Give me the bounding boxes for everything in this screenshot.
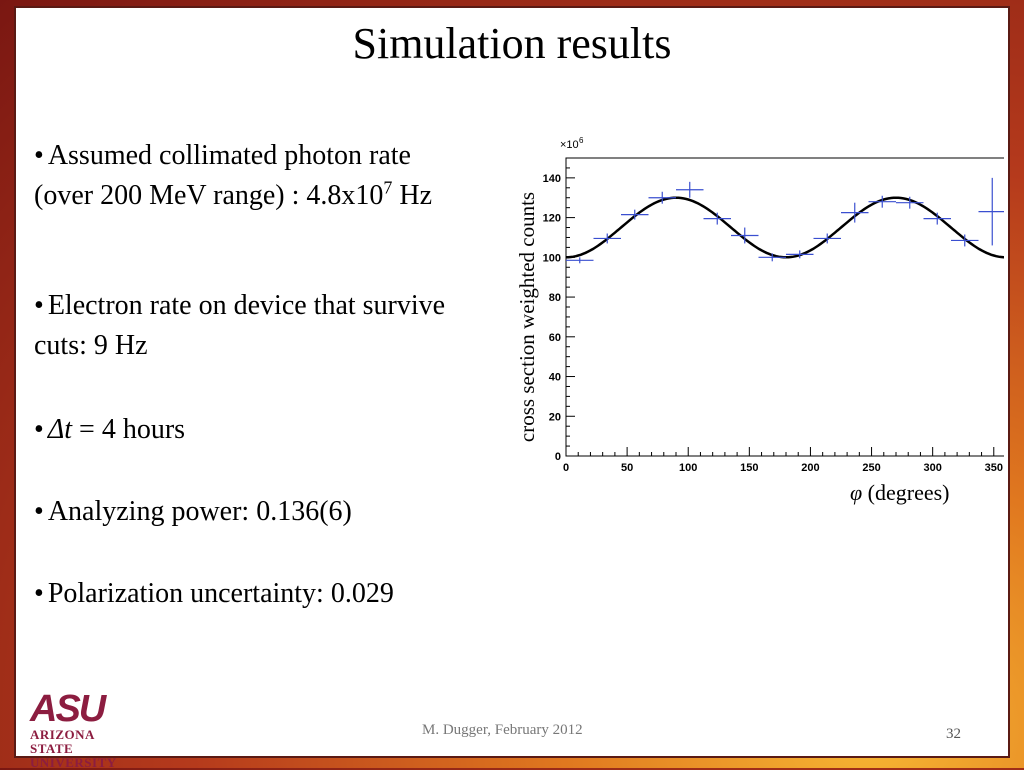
y-axis-label: cross section weighted counts xyxy=(515,192,539,442)
y-tick-label: 80 xyxy=(549,292,561,304)
x-axis-unit: (degrees) xyxy=(862,480,950,505)
fit-curve xyxy=(566,196,1004,259)
x-tick-label: 250 xyxy=(862,462,880,474)
bullet-marker: • xyxy=(34,496,44,527)
logo-line-1: ARIZONA STATE xyxy=(30,727,95,756)
x-tick-label: 50 xyxy=(621,462,633,474)
bullet-marker: • xyxy=(34,290,44,321)
x-tick-label: 0 xyxy=(563,462,569,474)
logo-line-2: UNIVERSITY xyxy=(30,755,117,770)
slide: Simulation results • Assumed collimated p… xyxy=(14,6,1010,770)
bullet-text: Polarization uncertainty: 0.029 xyxy=(47,578,394,609)
university-logo: ASU ARIZONA STATE UNIVERSITY xyxy=(30,690,140,770)
y-multiplier-exponent: 6 xyxy=(579,136,584,145)
bullet-text: Electron rate on device that survive cut… xyxy=(34,290,446,361)
bullet-delta-t: • Δt = 4 hours xyxy=(34,410,185,450)
logo-mark: ASU xyxy=(30,688,106,730)
x-tick-label: 350 xyxy=(985,462,1003,474)
y-multiplier-label: ×10 xyxy=(560,139,579,151)
bullet-marker: • xyxy=(34,414,44,445)
page-number: 32 xyxy=(946,726,961,742)
bullet-text: = 4 hours xyxy=(72,414,186,445)
x-axis-label: φ (degrees) xyxy=(850,480,950,506)
bullet-unit: Hz xyxy=(392,180,433,211)
y-tick-label: 0 xyxy=(555,451,561,463)
bullet-polarization-uncertainty: • Polarization uncertainty: 0.029 xyxy=(34,574,394,614)
footer-author-date: M. Dugger, February 2012 xyxy=(422,722,583,738)
bullet-text: Assumed collimated photon rate (over 200… xyxy=(34,140,411,211)
logo-name: ARIZONA STATE UNIVERSITY xyxy=(30,728,140,770)
y-tick-label: 40 xyxy=(549,372,561,384)
y-tick-label: 100 xyxy=(543,252,561,264)
bullet-text: Analyzing power: 0.136(6) xyxy=(47,496,352,527)
y-tick-label: 60 xyxy=(549,332,561,344)
bullet-variable: Δt xyxy=(47,414,73,445)
chart: 0 50 100 150 200 250 300 350 0 20 40 60 80 100 120 140 ×… xyxy=(515,136,1004,474)
bullet-electron-rate: • Electron rate on device that survive cu… xyxy=(34,286,464,366)
plot-frame xyxy=(565,157,1004,457)
bullet-marker: • xyxy=(34,140,44,171)
bullet-photon-rate: • Assumed collimated photon rate (over 20… xyxy=(34,136,464,216)
x-tick-label: 200 xyxy=(801,462,819,474)
x-axis-variable: φ xyxy=(850,480,863,505)
page-title: Simulation results xyxy=(352,19,672,68)
x-tick-label: 150 xyxy=(740,462,758,474)
y-tick-label: 20 xyxy=(549,411,561,423)
x-tick-label: 300 xyxy=(923,462,941,474)
y-tick-label: 120 xyxy=(543,213,561,225)
bullet-exponent: 7 xyxy=(383,177,393,198)
bullet-analyzing-power: • Analyzing power: 0.136(6) xyxy=(34,492,352,532)
x-tick-label: 100 xyxy=(679,462,697,474)
bullet-marker: • xyxy=(34,578,44,609)
y-tick-label: 140 xyxy=(543,173,561,185)
